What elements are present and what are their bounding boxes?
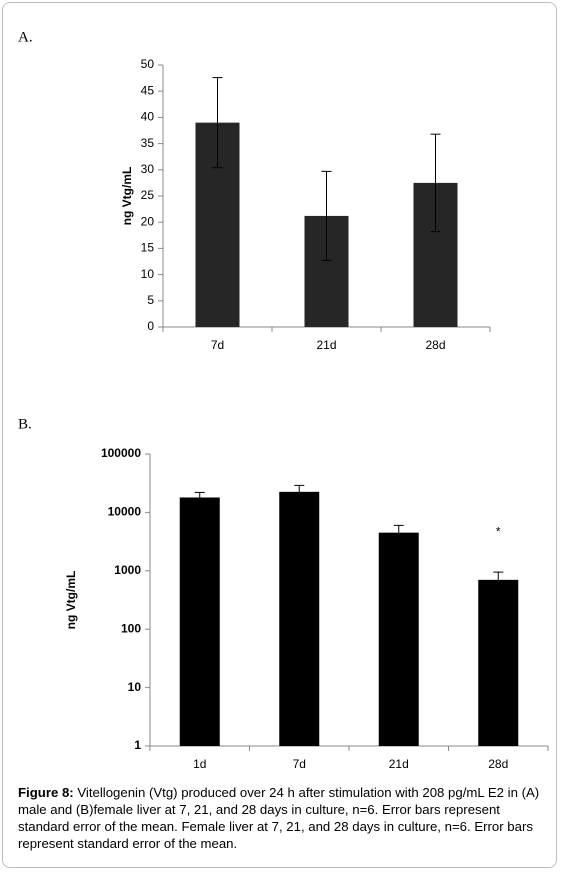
x-tick-label: 21d — [316, 338, 336, 352]
y-tick-label: 100 — [121, 621, 141, 635]
error-bar — [294, 484, 305, 492]
y-tick-label: 5 — [147, 293, 154, 307]
error-bar — [212, 77, 223, 169]
error-bar — [321, 170, 332, 261]
y-tick-label: 1000 — [114, 563, 141, 577]
y-axis-label: ng Vtg/mL — [64, 571, 78, 630]
y-tick-label: 100000 — [101, 446, 141, 460]
y-tick-label: 10000 — [108, 505, 142, 519]
error-bar — [430, 133, 441, 233]
error-bar — [194, 491, 205, 498]
figure-frame — [2, 2, 557, 868]
panel-label: A. — [18, 29, 33, 45]
y-axis-label: ng Vtg/mL — [120, 167, 134, 226]
y-tick-label: 20 — [141, 214, 155, 228]
bar — [279, 491, 320, 746]
y-tick-label: 40 — [141, 110, 155, 124]
panel-label: B. — [18, 416, 32, 432]
y-tick-label: 0 — [147, 319, 154, 333]
y-tick-label: 10 — [128, 680, 142, 694]
bar — [378, 532, 419, 746]
y-tick-label: 10 — [141, 267, 155, 281]
caption-label: Figure 8: — [18, 785, 74, 800]
y-tick-label: 35 — [141, 136, 155, 150]
y-tick-label: 45 — [141, 83, 155, 97]
charts: A. ng Vtg/mL 0 5 10 15 20 25 30 35 40 45 50 7d 21d 28d B… — [18, 29, 549, 771]
x-tick-label: 28d — [425, 338, 445, 352]
bar — [179, 497, 220, 746]
error-bar — [393, 524, 404, 533]
caption-text: Vitellogenin (Vtg) produced over 24 h af… — [18, 785, 540, 851]
y-tick-label: 15 — [141, 241, 155, 255]
y-tick-label: 30 — [141, 162, 155, 176]
y-tick-label: 50 — [141, 57, 155, 71]
x-tick-label: 1d — [193, 757, 206, 771]
y-tick-label: 1 — [134, 738, 141, 752]
significance-marker: * — [496, 524, 501, 538]
y-tick-label: 25 — [141, 188, 155, 202]
x-tick-label: 28d — [488, 757, 508, 771]
x-tick-label: 21d — [389, 757, 409, 771]
caption: Figure 8: Vitellogenin (Vtg) produced ov… — [18, 784, 548, 852]
x-tick-label: 7d — [211, 338, 224, 352]
bar — [478, 579, 519, 746]
error-bar — [493, 571, 504, 580]
x-tick-label: 7d — [293, 757, 306, 771]
